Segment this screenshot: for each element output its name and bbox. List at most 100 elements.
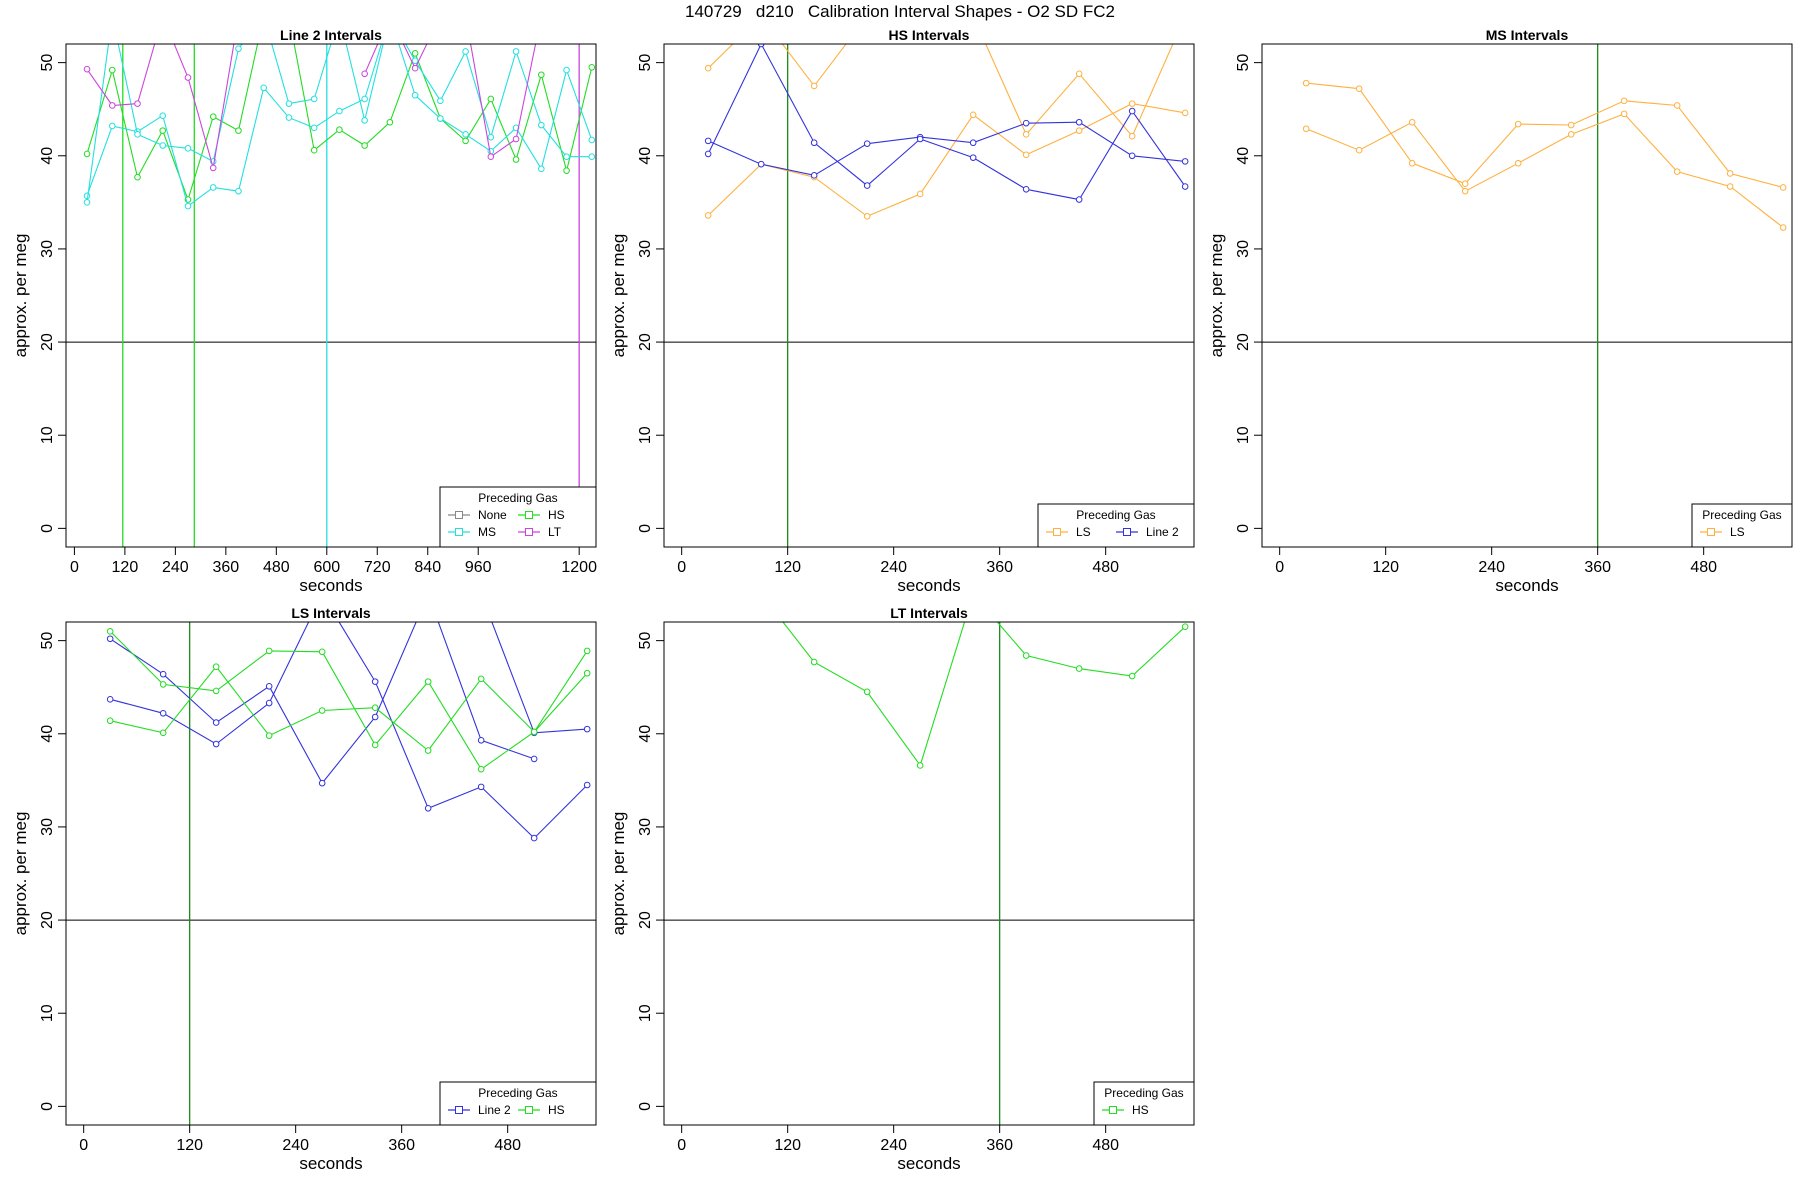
figure-title: 140729 d210 Calibration Interval Shapes …: [685, 2, 1115, 21]
data-point-hs: [106, 717, 114, 725]
x-tick-label: 720: [364, 559, 391, 576]
y-tick-label: 30: [637, 818, 654, 836]
legend-entry-hs: HS: [548, 1103, 565, 1117]
data-point-line-2: [583, 781, 591, 789]
y-axis-label: approx. per meg: [11, 812, 30, 936]
data-point-line-2: [425, 591, 431, 597]
data-point-hs: [235, 127, 242, 134]
legend-box: [439, 1081, 597, 1126]
x-tick-label: 0: [677, 1137, 686, 1154]
legend-swatch-marker: [525, 528, 533, 536]
x-axis-label: seconds: [299, 1154, 362, 1173]
series-line-hs: [109, 630, 588, 770]
data-point-ls: [1620, 110, 1628, 118]
data-point-line-2: [704, 150, 712, 158]
data-point-line-2: [810, 139, 818, 147]
legend-swatch-marker: [455, 1106, 463, 1114]
data-point-hs: [583, 647, 591, 655]
data-point-ls: [1461, 180, 1469, 188]
data-point-line-2: [265, 682, 273, 690]
data-point-ls: [1022, 131, 1030, 138]
data-point-line-2: [810, 172, 818, 179]
data-point-hs: [424, 747, 432, 754]
data-point-ls: [1726, 183, 1734, 190]
legend-title: Preceding Gas: [1702, 508, 1781, 522]
plot-area: [1262, 44, 1792, 547]
data-point-hs: [810, 658, 818, 666]
data-point-hs: [583, 669, 591, 677]
legend-box: [1093, 1081, 1195, 1126]
data-point-lt: [539, 13, 545, 19]
legend-swatch-marker: [455, 511, 463, 519]
x-axis-label: seconds: [897, 1154, 960, 1173]
x-tick-label: 120: [1372, 559, 1399, 576]
panel-title: LT Intervals: [890, 605, 968, 621]
y-tick-label: 20: [637, 911, 654, 929]
data-point-ls: [1567, 121, 1575, 129]
data-point-line-2: [425, 591, 431, 597]
plot-border: [663, 43, 1195, 548]
data-point-line-2: [916, 135, 924, 143]
series-line-ls: [707, 44, 1174, 138]
data-point-line-2: [159, 670, 167, 678]
x-tick-label: 360: [1584, 559, 1611, 576]
legend-title: Preceding Gas: [1104, 1086, 1183, 1100]
y-tick-label: 20: [39, 911, 56, 929]
legend: Preceding Gas LS: [1691, 503, 1793, 548]
panel-title: Line 2 Intervals: [280, 27, 382, 43]
data-point-ms: [109, 13, 115, 19]
data-point-ms: [437, 115, 444, 122]
data-point-ls: [758, 13, 764, 19]
plot-border: [663, 621, 1195, 1126]
data-point-ms: [563, 153, 570, 161]
y-tick-label: 50: [1235, 54, 1252, 72]
data-point-ls: [1182, 13, 1188, 19]
data-point-ms: [235, 45, 242, 52]
data-point-ms: [108, 122, 116, 130]
data-point-lt: [411, 64, 419, 72]
data-point-ms: [588, 136, 596, 144]
data-point-ms: [563, 66, 570, 74]
data-point-hs: [310, 146, 318, 154]
legend-swatch-marker: [525, 1106, 533, 1114]
data-point-lt: [134, 100, 141, 107]
data-point-ls: [1408, 159, 1416, 167]
y-tick-label: 30: [39, 818, 56, 836]
data-point-ms: [387, 13, 393, 19]
x-tick-label: 240: [162, 559, 189, 576]
data-point-ls: [1075, 127, 1083, 134]
x-tick-label: 360: [986, 559, 1013, 576]
data-point-hs: [318, 707, 326, 714]
legend-entry-lt: LT: [548, 525, 562, 539]
data-point-ms: [310, 124, 318, 132]
data-point-line-2: [372, 591, 378, 597]
data-point-hs: [336, 126, 343, 133]
data-point-hs: [159, 127, 167, 134]
series-line-ms: [86, 44, 592, 203]
data-point-ls: [810, 82, 818, 90]
data-point-line-2: [1022, 119, 1030, 127]
panel-title: MS Intervals: [1486, 27, 1569, 43]
legend-entry-hs: HS: [548, 508, 565, 522]
data-point-lt: [387, 13, 393, 19]
y-tick-label: 0: [637, 524, 654, 533]
data-point-ms: [159, 142, 167, 149]
x-tick-label: 360: [388, 1137, 415, 1154]
y-tick-label: 40: [39, 147, 56, 165]
data-point-lt: [438, 13, 444, 19]
data-point-ls: [1075, 70, 1083, 78]
data-point-lt: [487, 153, 495, 161]
data-point-ms: [512, 48, 520, 55]
data-point-line-2: [704, 137, 712, 145]
data-point-ls: [1567, 131, 1575, 138]
data-point-hs: [970, 591, 976, 597]
data-point-ls: [1779, 184, 1787, 191]
legend-entry-line-2: Line 2: [478, 1103, 511, 1117]
data-point-ms: [462, 48, 469, 55]
data-point-hs: [265, 647, 273, 655]
plot-area: [66, 591, 596, 1125]
data-point-ms: [184, 145, 192, 152]
legend-title: Preceding Gas: [478, 491, 557, 505]
data-point-ms: [260, 84, 267, 92]
